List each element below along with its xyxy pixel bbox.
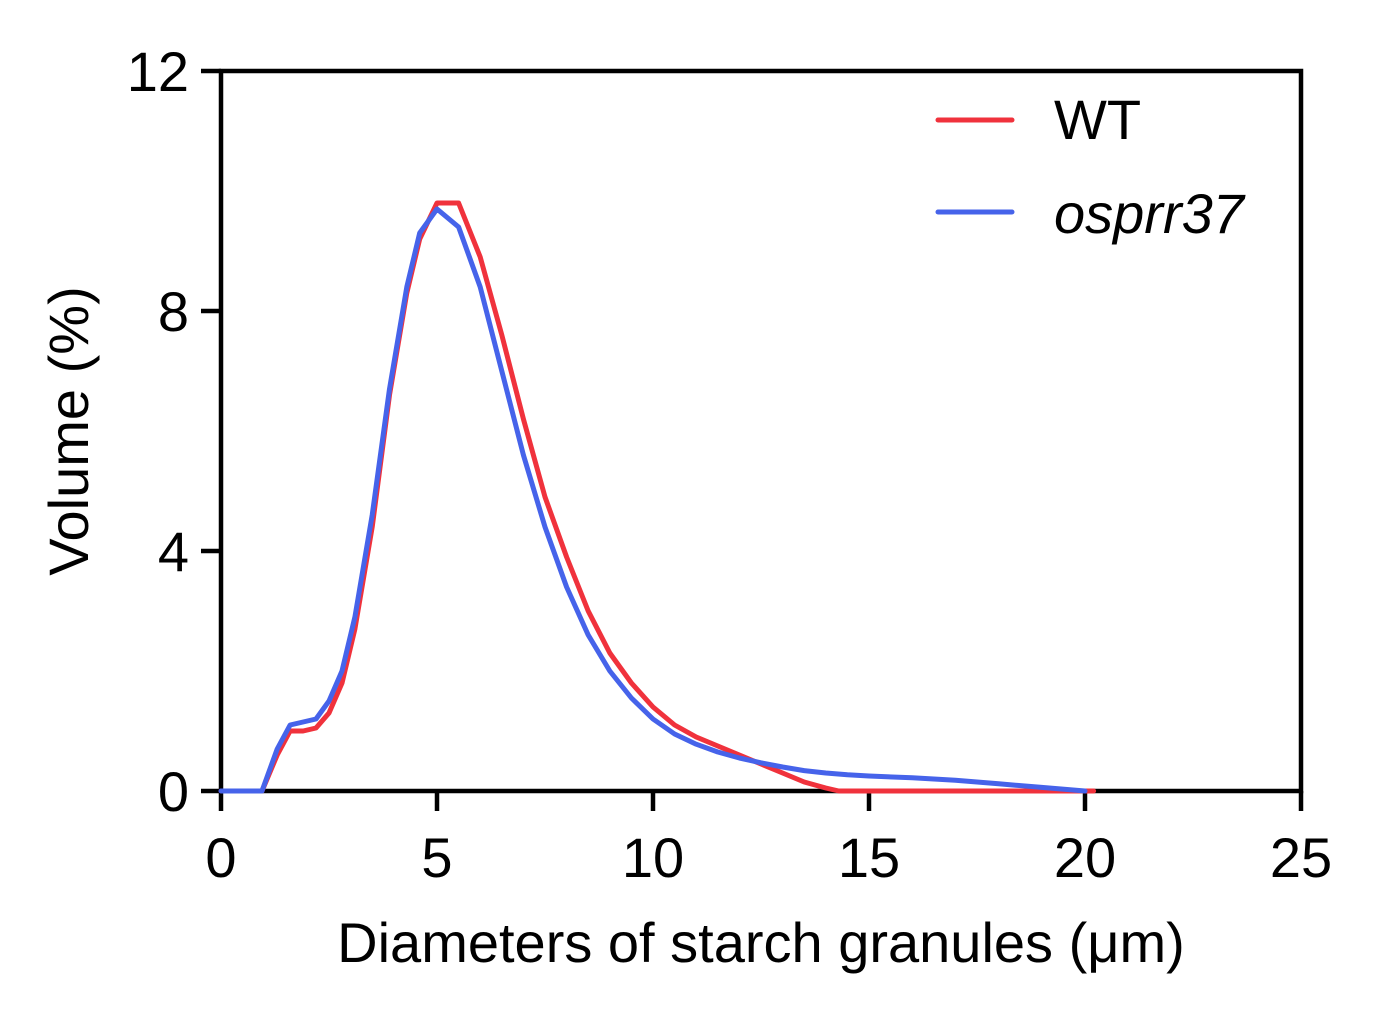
- x-tick-label-20: 20: [1054, 826, 1116, 889]
- y-tick-label-8: 8: [158, 280, 189, 343]
- y-axis-ticks: 0 4 8 12: [127, 40, 221, 823]
- y-tick-label-4: 4: [158, 520, 189, 583]
- y-tick-label-0: 0: [158, 760, 189, 823]
- x-axis-title: Diameters of starch granules (μm): [337, 911, 1185, 974]
- y-axis-title: Volume (%): [37, 286, 100, 575]
- x-tick-label-25: 25: [1270, 826, 1332, 889]
- legend-label-wt: WT: [1054, 88, 1141, 151]
- plot-frame: [218, 68, 1304, 794]
- x-tick-label-0: 0: [205, 826, 236, 889]
- series-line-wt: [218, 200, 1097, 794]
- x-tick-label-5: 5: [421, 826, 452, 889]
- legend-label-osprr37: osprr37: [1054, 182, 1246, 245]
- x-tick-label-10: 10: [622, 826, 684, 889]
- x-axis-ticks: 0 5 10 15 20 25: [205, 791, 1332, 889]
- x-tick-label-15: 15: [838, 826, 900, 889]
- legend: WT osprr37: [935, 88, 1246, 245]
- series-line-osprr37: [218, 206, 1088, 794]
- y-tick-label-12: 12: [127, 40, 189, 103]
- series-layer: [218, 200, 1097, 794]
